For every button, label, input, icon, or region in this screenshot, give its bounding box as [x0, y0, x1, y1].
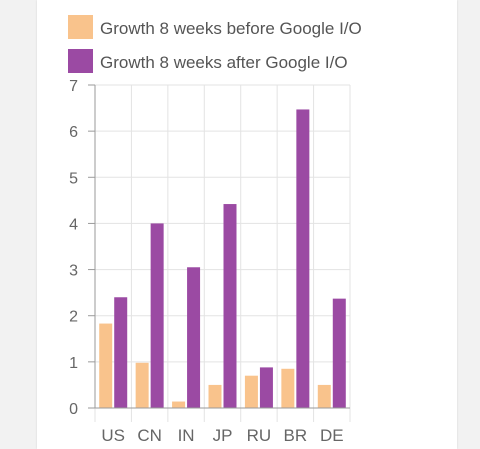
bar-jp-series-2[interactable]: [223, 204, 237, 408]
x-tick-label: JP: [213, 426, 233, 445]
legend: Growth 8 weeks before Google I/O Growth 8…: [68, 15, 362, 73]
legend-label: Growth 8 weeks after Google I/O: [100, 53, 348, 72]
bar-de-series-2[interactable]: [332, 298, 346, 408]
axes: 0 1 2 3 4 5 6 7 US CN IN JP RU BR DE: [69, 78, 350, 445]
x-tick-label: BR: [284, 426, 308, 445]
bar-cn-series-1[interactable]: [135, 362, 149, 408]
x-tick-label: DE: [320, 426, 344, 445]
bar-ru-series-1[interactable]: [244, 375, 258, 408]
y-tick-label: 5: [69, 170, 78, 187]
y-tick-label: 3: [69, 263, 78, 280]
legend-swatch: [68, 15, 93, 39]
bar-us-series-2[interactable]: [114, 297, 128, 408]
legend-swatch: [68, 49, 93, 73]
y-tick-label: 0: [69, 401, 78, 418]
bar-de-series-1[interactable]: [317, 384, 331, 408]
bar-br-series-1[interactable]: [281, 368, 295, 408]
legend-label: Growth 8 weeks before Google I/O: [100, 19, 362, 38]
x-tick-label: CN: [137, 426, 162, 445]
y-tick-label: 2: [69, 309, 78, 326]
grid: [94, 84, 351, 422]
bar-jp-series-1[interactable]: [208, 384, 222, 408]
bar-cn-series-2[interactable]: [150, 223, 164, 408]
bar-br-series-2[interactable]: [296, 109, 310, 408]
x-tick-label: US: [101, 426, 125, 445]
y-tick-label: 7: [69, 78, 78, 95]
bars: [99, 109, 346, 408]
x-tick-label: IN: [178, 426, 195, 445]
y-tick-label: 1: [69, 355, 78, 372]
y-tick-label: 6: [69, 124, 78, 141]
x-tick-label: RU: [247, 426, 272, 445]
bar-us-series-1[interactable]: [99, 323, 113, 408]
bar-in-series-2[interactable]: [187, 267, 201, 408]
bar-in-series-1[interactable]: [172, 401, 186, 408]
bar-ru-series-2[interactable]: [259, 367, 273, 408]
y-tick-label: 4: [69, 216, 78, 233]
